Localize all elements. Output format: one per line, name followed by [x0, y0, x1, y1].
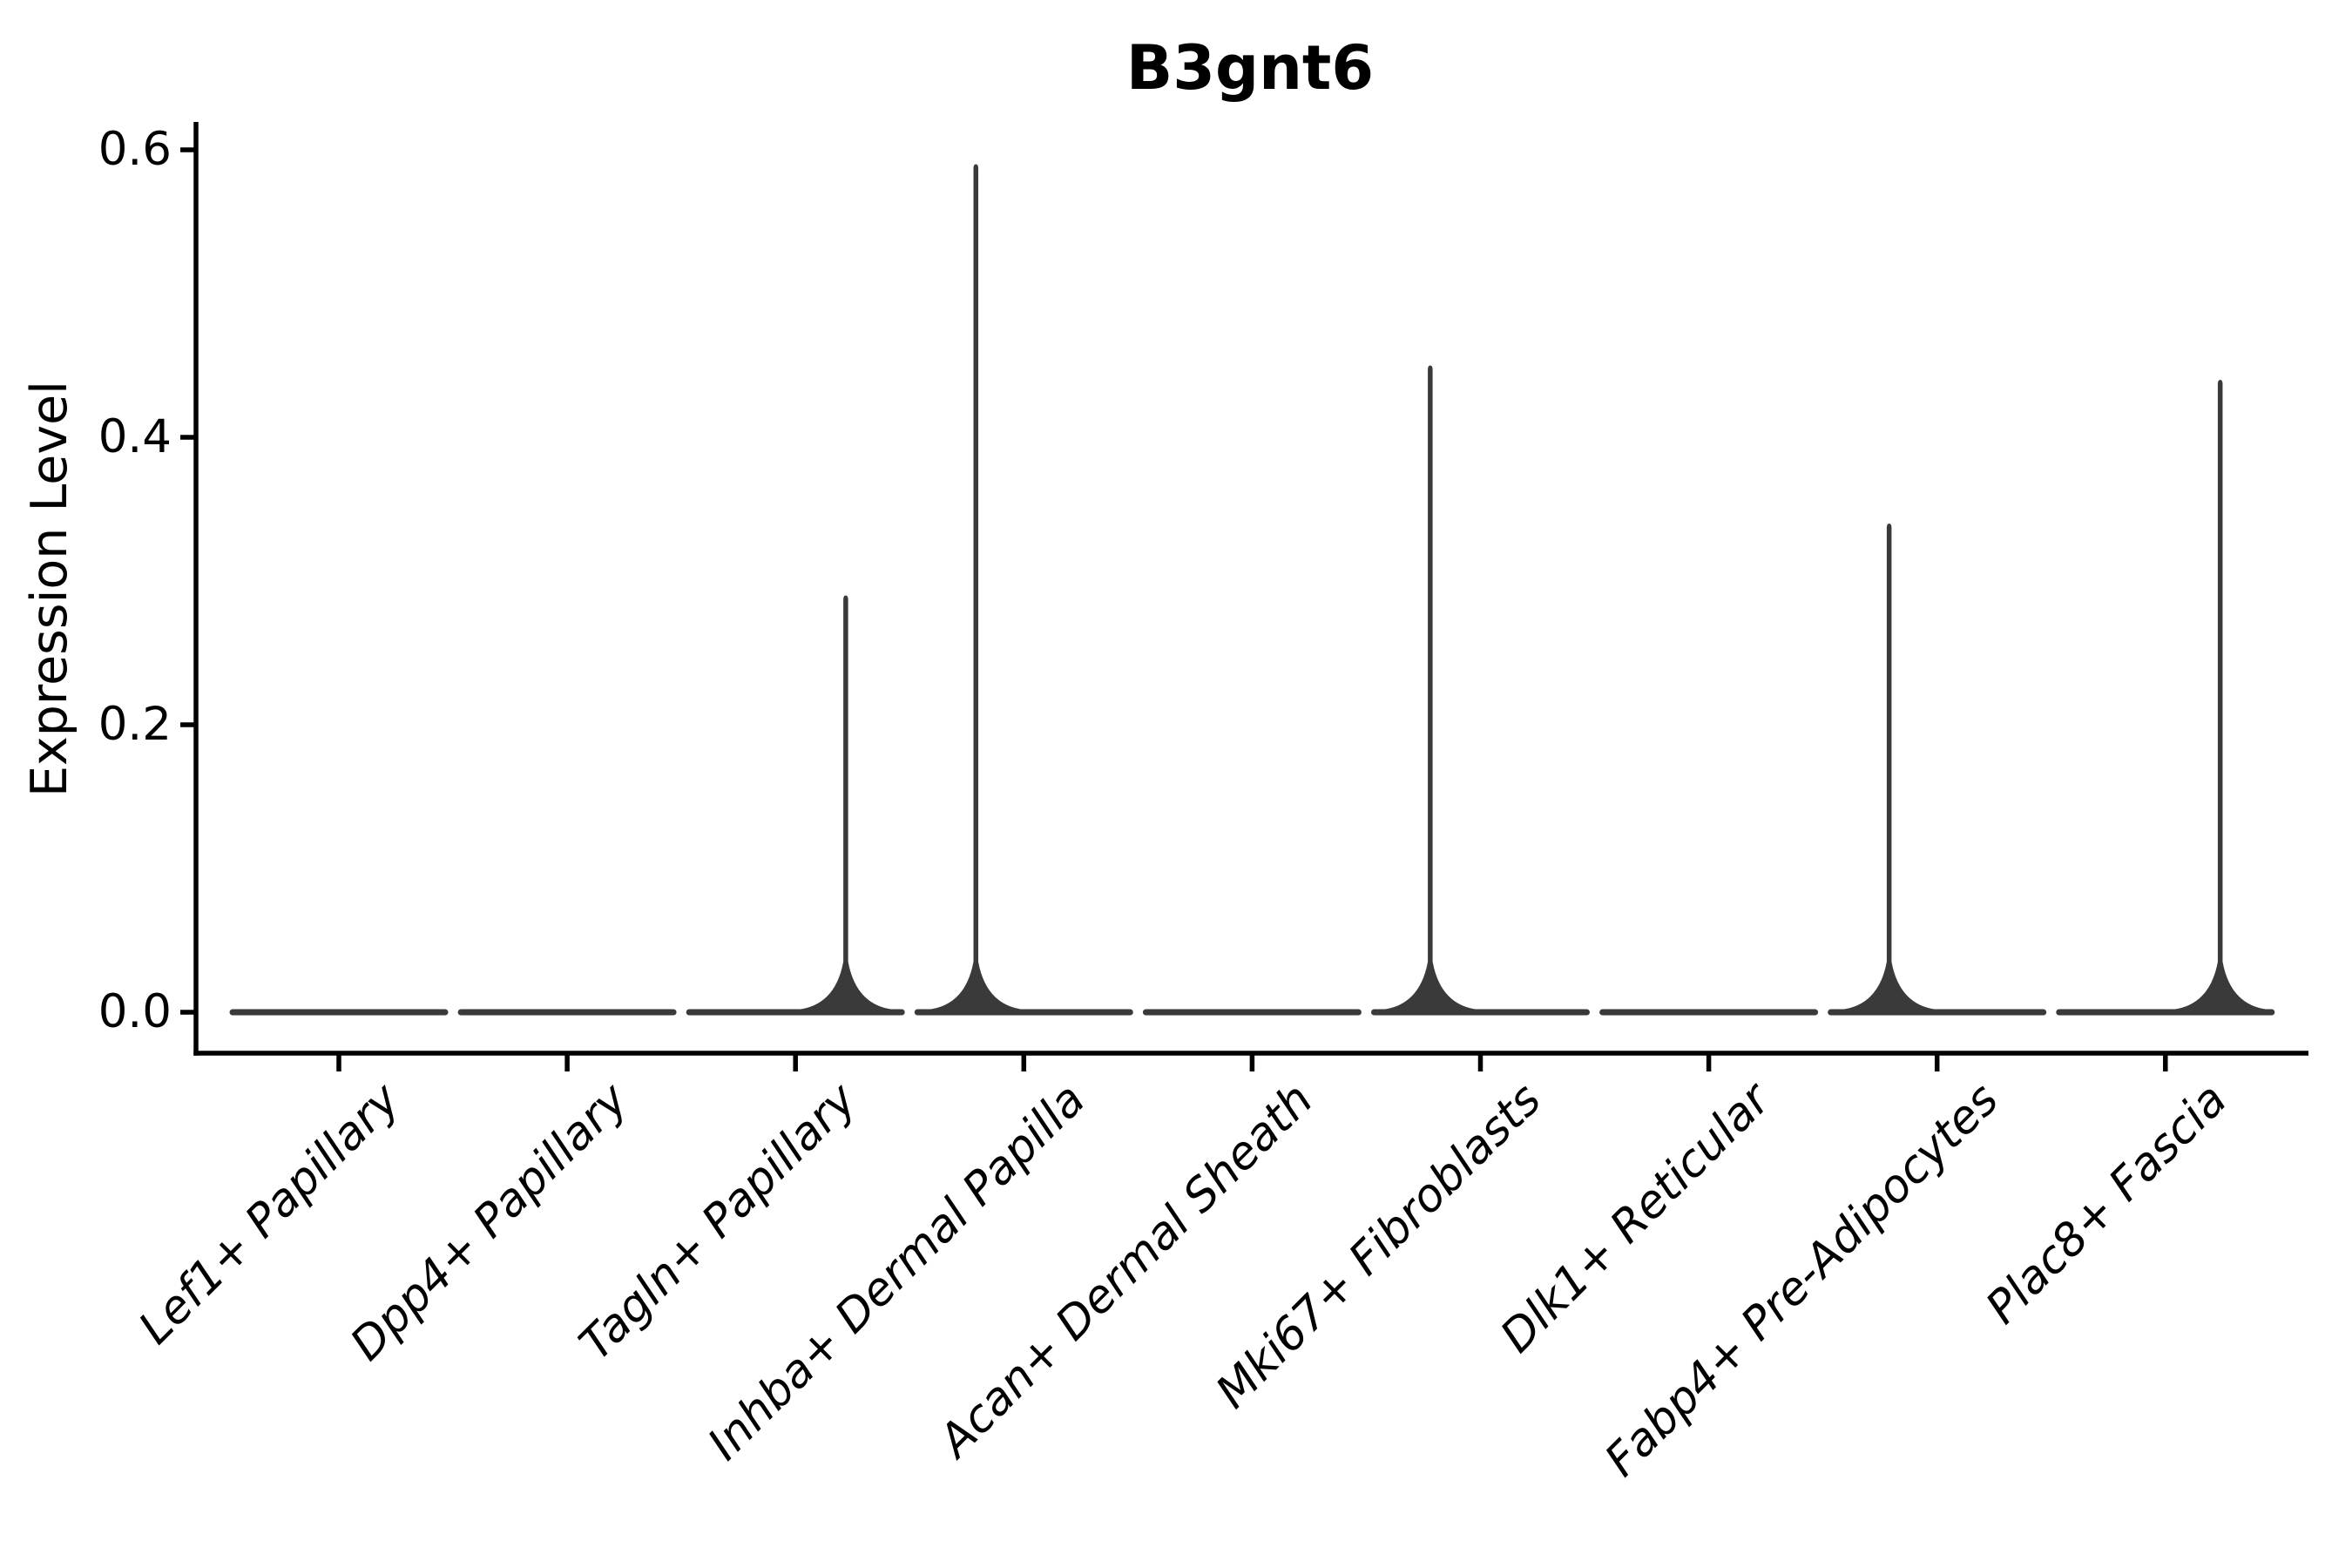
violin-spike — [1382, 365, 1478, 1016]
violin-spike — [2172, 380, 2268, 1016]
y-tick-label: 0.0 — [98, 985, 172, 1038]
chart-title: B3gnt6 — [1125, 32, 1375, 104]
violin-spike — [1841, 524, 1937, 1016]
y-tick-label: 0.4 — [98, 410, 172, 463]
y-tick-label: 0.6 — [98, 123, 172, 176]
violin-spike — [928, 164, 1024, 1016]
y-tick-label: 0.2 — [98, 698, 172, 751]
violin-spike — [797, 595, 894, 1016]
